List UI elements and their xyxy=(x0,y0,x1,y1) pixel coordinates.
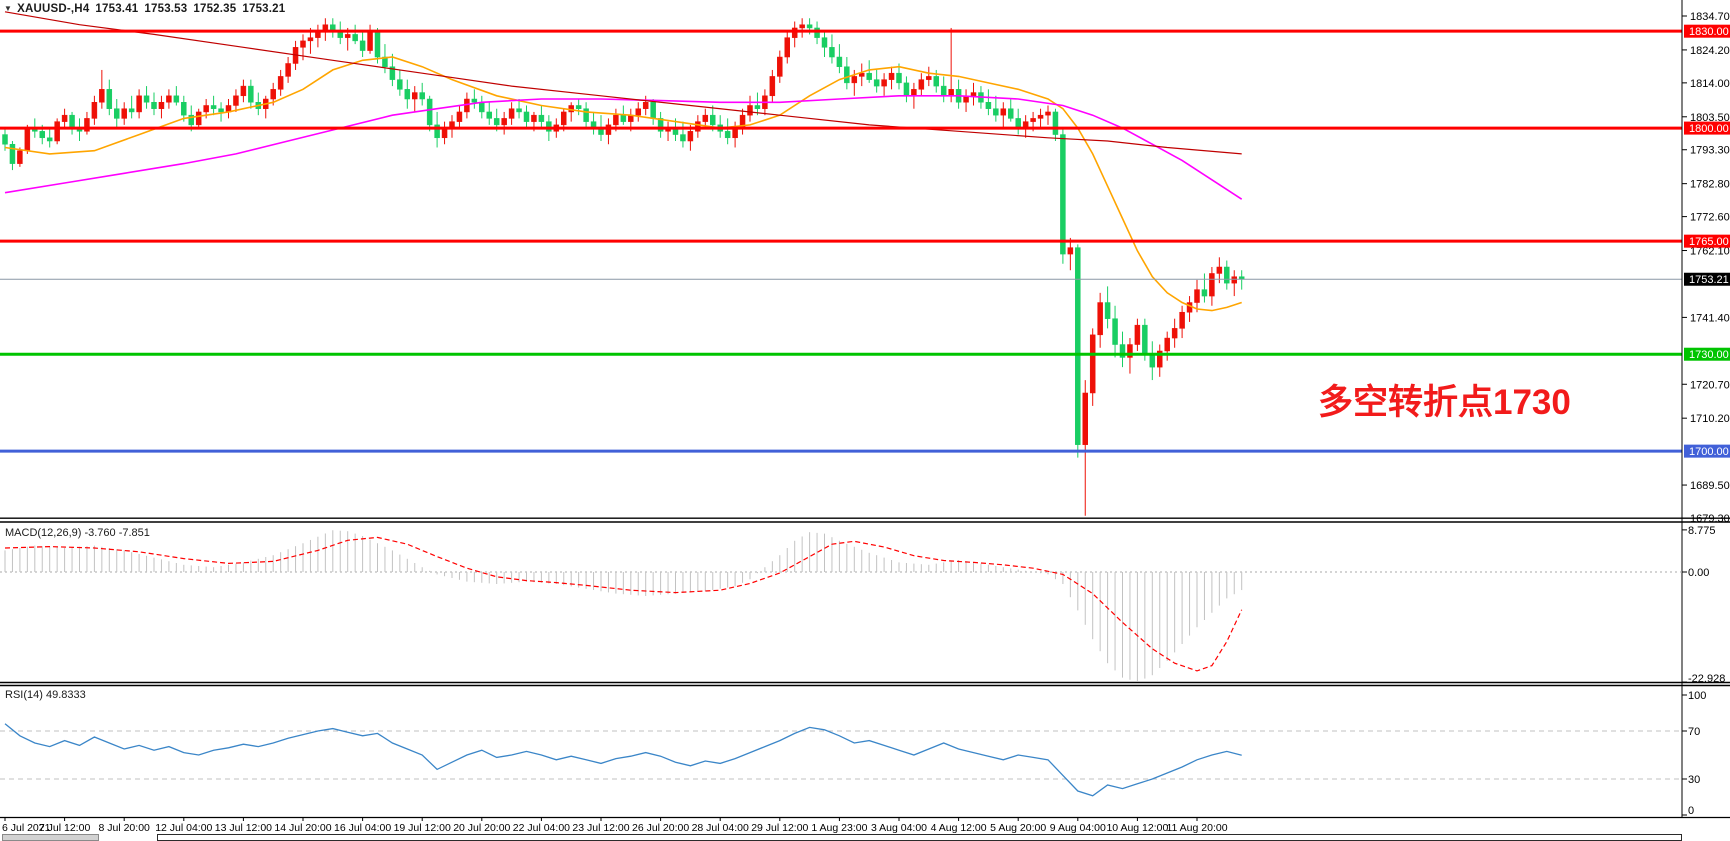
svg-text:1824.20: 1824.20 xyxy=(1690,45,1730,57)
svg-text:8 Jul 20:00: 8 Jul 20:00 xyxy=(99,822,151,834)
svg-text:1762.10: 1762.10 xyxy=(1690,246,1730,258)
pane-borders xyxy=(0,0,1730,819)
annotation-text[interactable]: 多空转折点1730 xyxy=(1318,383,1571,422)
ohlc-open: 1753.41 xyxy=(95,3,139,15)
chart-title: ▼ XAUUSD-,H4 1753.41 1753.53 1752.35 1753.21 xyxy=(4,3,285,15)
svg-text:29 Jul 12:00: 29 Jul 12:00 xyxy=(751,822,808,834)
svg-text:1814.00: 1814.00 xyxy=(1690,78,1730,90)
svg-text:1 Aug 23:00: 1 Aug 23:00 xyxy=(811,822,867,834)
svg-text:11 Aug 20:00: 11 Aug 20:00 xyxy=(1166,822,1227,834)
collapse-ohlc-icon[interactable]: ▼ xyxy=(4,4,13,13)
svg-text:7 Jul 12:00: 7 Jul 12:00 xyxy=(39,822,91,834)
svg-text:23 Jul 12:00: 23 Jul 12:00 xyxy=(572,822,629,834)
rsi-pane[interactable]: 100 70 30 0 xyxy=(0,690,1706,817)
svg-text:1765.00: 1765.00 xyxy=(1689,236,1729,248)
svg-text:13 Jul 12:00: 13 Jul 12:00 xyxy=(215,822,272,834)
ohlc-high: 1753.53 xyxy=(144,3,188,15)
svg-text:1753.21: 1753.21 xyxy=(1689,274,1729,286)
svg-text:1803.50: 1803.50 xyxy=(1690,112,1730,124)
svg-text:20 Jul 20:00: 20 Jul 20:00 xyxy=(453,822,510,834)
horizontal-level-lines[interactable] xyxy=(0,29,1682,453)
macd-indicator-label: MACD(12,26,9) -3.760 -7.851 xyxy=(5,527,150,539)
svg-text:1689.50: 1689.50 xyxy=(1690,480,1730,492)
svg-text:10 Aug 12:00: 10 Aug 12:00 xyxy=(1106,822,1168,834)
ma-long-line xyxy=(4,11,1242,155)
svg-text:70: 70 xyxy=(1688,726,1700,738)
h-scrollbar-thumb[interactable] xyxy=(2,834,99,841)
svg-text:28 Jul 04:00: 28 Jul 04:00 xyxy=(692,822,749,834)
svg-text:1793.30: 1793.30 xyxy=(1690,145,1730,157)
svg-text:1730.00: 1730.00 xyxy=(1689,349,1729,361)
svg-text:5 Aug 20:00: 5 Aug 20:00 xyxy=(990,822,1046,834)
ma-fast-line xyxy=(4,56,1242,312)
svg-text:4 Aug 12:00: 4 Aug 12:00 xyxy=(931,822,987,834)
ohlc-low: 1752.35 xyxy=(193,3,237,15)
h-scrollbar-track[interactable] xyxy=(157,834,1682,841)
level-price-badges: 1830.00 1800.00 1765.00 1730.00 1700.00 1753.… xyxy=(1684,24,1730,458)
svg-text:12 Jul 04:00: 12 Jul 04:00 xyxy=(155,822,212,834)
svg-text:19 Jul 12:00: 19 Jul 12:00 xyxy=(394,822,451,834)
svg-text:1830.00: 1830.00 xyxy=(1689,26,1729,38)
svg-text:1720.70: 1720.70 xyxy=(1690,379,1730,391)
candles[interactable] xyxy=(2,18,1245,516)
svg-text:-22.928: -22.928 xyxy=(1688,673,1725,685)
svg-text:1741.40: 1741.40 xyxy=(1690,312,1730,324)
svg-text:30: 30 xyxy=(1688,774,1700,786)
svg-text:1782.80: 1782.80 xyxy=(1690,179,1730,191)
ma-slow-line xyxy=(4,95,1243,200)
svg-text:26 Jul 20:00: 26 Jul 20:00 xyxy=(632,822,689,834)
svg-text:3 Aug 04:00: 3 Aug 04:00 xyxy=(871,822,927,834)
svg-text:1800.00: 1800.00 xyxy=(1689,123,1729,135)
ohlc-close: 1753.21 xyxy=(242,3,286,15)
svg-text:0.00: 0.00 xyxy=(1688,567,1709,579)
svg-text:14 Jul 20:00: 14 Jul 20:00 xyxy=(274,822,331,834)
svg-text:22 Jul 04:00: 22 Jul 04:00 xyxy=(513,822,570,834)
svg-text:1710.20: 1710.20 xyxy=(1690,413,1730,425)
macd-pane[interactable]: 8.775 0.00 -22.928 xyxy=(0,525,1725,685)
svg-text:9 Aug 04:00: 9 Aug 04:00 xyxy=(1050,822,1106,834)
svg-text:1679.30: 1679.30 xyxy=(1690,513,1730,525)
svg-text:1772.60: 1772.60 xyxy=(1690,212,1730,224)
svg-text:6 Jul 2021: 6 Jul 2021 xyxy=(2,822,51,834)
rsi-indicator-label: RSI(14) 49.8333 xyxy=(5,689,86,701)
svg-text:1700.00: 1700.00 xyxy=(1689,446,1729,458)
price-axis[interactable]: 1834.70 1824.20 1814.00 1803.50 1793.30 1782.… xyxy=(1682,11,1730,525)
symbol-timeframe-label: XAUUSD-,H4 xyxy=(17,3,90,15)
svg-text:0: 0 xyxy=(1688,805,1694,817)
svg-text:100: 100 xyxy=(1688,690,1706,702)
svg-text:8.775: 8.775 xyxy=(1688,525,1716,537)
svg-text:1834.70: 1834.70 xyxy=(1690,11,1730,23)
svg-text:16 Jul 04:00: 16 Jul 04:00 xyxy=(334,822,391,834)
